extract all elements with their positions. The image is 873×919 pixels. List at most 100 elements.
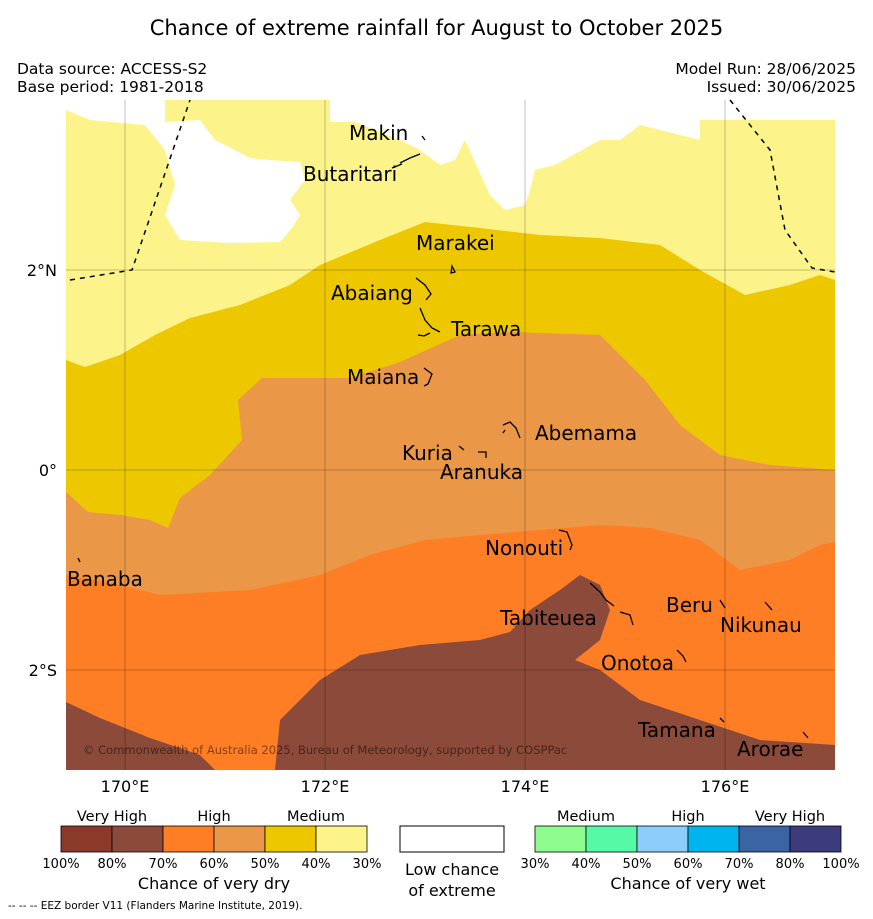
legend-dry-tick-6: 30% xyxy=(353,857,382,872)
legend-wet-swatch-5 xyxy=(789,825,842,853)
legend-wet-group-medium: Medium xyxy=(557,809,615,825)
eez-footnote: -- -- -- EEZ border V11 (Flanders Marine… xyxy=(8,900,303,912)
eez-border-west xyxy=(69,99,191,281)
legend-wet: Medium High Very High 30% 40% 50% 60% 70% 80%… xyxy=(521,809,860,893)
meta-left: Data source: ACCESS-S2 Base period: 1981… xyxy=(17,60,207,96)
label-abemama: Abemama xyxy=(535,421,637,445)
legend-dry-tick-0: 100% xyxy=(42,857,79,872)
issued-date: Issued: 30/06/2025 xyxy=(706,78,856,96)
legend-dry-swatch-0 xyxy=(60,825,113,853)
label-nikunau: Nikunau xyxy=(720,613,802,637)
legend-wet-tick-2: 50% xyxy=(623,857,652,872)
legend-dry-tick-3: 60% xyxy=(200,857,229,872)
island-banaba xyxy=(77,557,81,563)
island-marakei xyxy=(450,263,456,274)
legend-wet-tick-6: 100% xyxy=(822,857,859,872)
meta-right: Model Run: 28/06/2025 Issued: 30/06/2025 xyxy=(675,60,856,96)
islands xyxy=(77,135,809,739)
label-makin: Makin xyxy=(349,121,408,145)
place-labels: Makin Butaritari Marakei Abaiang Tarawa … xyxy=(67,121,803,761)
legend-wet-swatch-0 xyxy=(534,825,587,853)
model-run: Model Run: 28/06/2025 xyxy=(675,60,856,78)
legend-dry-tick-1: 80% xyxy=(98,857,127,872)
y-tick-0: 0° xyxy=(39,461,57,480)
legend-wet-tick-5: 80% xyxy=(776,857,805,872)
legend-neutral-swatch xyxy=(399,825,505,853)
label-tamana: Tamana xyxy=(637,718,716,742)
y-tick-2s: 2°S xyxy=(29,661,57,680)
eez-border-east xyxy=(729,99,836,273)
label-butaritari: Butaritari xyxy=(303,162,397,186)
legend-dry-swatch-4 xyxy=(264,825,317,853)
island-abaiang xyxy=(415,277,432,301)
zone-low-chance-northeast xyxy=(330,100,835,210)
legend-dry: Very High High Medium 100% 80% 70% 60% 50% 40… xyxy=(42,809,381,893)
legend-wet-swatches xyxy=(534,825,842,853)
island-tarawa xyxy=(417,307,441,337)
map-plot-area xyxy=(66,100,835,770)
legend-dry-group-medium: Medium xyxy=(287,809,345,825)
label-beru: Beru xyxy=(666,593,713,617)
legend-neutral-label-1: Low chance xyxy=(405,860,499,879)
legend-dry-tick-2: 70% xyxy=(149,857,178,872)
legend-wet-swatch-3 xyxy=(687,825,740,853)
island-onotoa xyxy=(676,649,687,663)
legend-wet-swatch-1 xyxy=(585,825,638,853)
label-abaiang: Abaiang xyxy=(331,281,413,305)
legend-dry-swatches xyxy=(60,825,368,853)
label-nonouti: Nonouti xyxy=(485,536,563,560)
island-beru-nikunau xyxy=(719,599,773,611)
legend-neutral-label-2: of extreme xyxy=(408,881,495,900)
legend-wet-tick-1: 40% xyxy=(572,857,601,872)
data-source: Data source: ACCESS-S2 xyxy=(17,60,208,78)
legend-wet-label: Chance of very wet xyxy=(610,874,765,893)
legend-dry-tick-5: 40% xyxy=(302,857,331,872)
label-banaba: Banaba xyxy=(67,567,143,591)
x-tick-170: 170°E xyxy=(101,777,150,796)
legend-wet-swatch-2 xyxy=(636,825,689,853)
legend-dry-swatch-2 xyxy=(162,825,215,853)
zone-dry-70-80 xyxy=(66,575,835,770)
legend-dry-swatch-1 xyxy=(111,825,164,853)
legend-dry-ticks: 100% 80% 70% 60% 50% 40% 30% xyxy=(42,857,381,872)
label-tabiteuea: Tabiteuea xyxy=(499,606,597,630)
label-tarawa: Tarawa xyxy=(450,317,521,341)
island-makin-butaritari xyxy=(391,135,426,169)
zone-low-chance-north xyxy=(66,100,305,243)
map-title: Chance of extreme rainfall for August to… xyxy=(149,16,724,40)
legend-wet-group-very-high: Very High xyxy=(755,809,825,825)
label-aranuka: Aranuka xyxy=(440,460,523,484)
legend-wet-ticks: 30% 40% 50% 60% 70% 80% 100% xyxy=(521,857,860,872)
island-tabiteuea xyxy=(589,582,634,626)
label-marakei: Marakei xyxy=(416,231,495,255)
island-maiana xyxy=(423,367,433,387)
x-tick-176: 176°E xyxy=(701,777,750,796)
island-abemama xyxy=(502,421,521,439)
label-maiana: Maiana xyxy=(347,365,419,389)
x-tick-174: 174°E xyxy=(501,777,550,796)
x-tick-172: 172°E xyxy=(301,777,350,796)
graticule xyxy=(66,100,835,770)
label-kuria: Kuria xyxy=(402,441,453,465)
axis-labels: 170°E 172°E 174°E 176°E 2°N 0° 2°S xyxy=(27,261,749,796)
eez-borders xyxy=(69,99,836,281)
island-arorae xyxy=(802,731,809,739)
legend-wet-tick-0: 30% xyxy=(521,857,550,872)
legend-neutral: Low chance of extreme xyxy=(399,825,505,900)
label-arorae: Arorae xyxy=(737,737,803,761)
copyright-notice: © Commonwealth of Australia 2025, Bureau… xyxy=(83,743,567,757)
y-tick-2n: 2°N xyxy=(27,261,57,280)
legend-dry-swatch-3 xyxy=(213,825,266,853)
legend-dry-swatch-5 xyxy=(315,825,368,853)
legend-dry-group-high: High xyxy=(197,809,230,825)
legend-dry-tick-4: 50% xyxy=(251,857,280,872)
legend-wet-swatch-4 xyxy=(738,825,791,853)
legend-wet-tick-3: 60% xyxy=(674,857,703,872)
label-onotoa: Onotoa xyxy=(601,651,674,675)
legend-dry-group-very-high: Very High xyxy=(77,809,147,825)
island-tamana xyxy=(719,717,725,723)
island-nonouti xyxy=(558,529,573,551)
island-kuria-aranuka xyxy=(458,445,487,458)
legend-wet-group-high: High xyxy=(671,809,704,825)
